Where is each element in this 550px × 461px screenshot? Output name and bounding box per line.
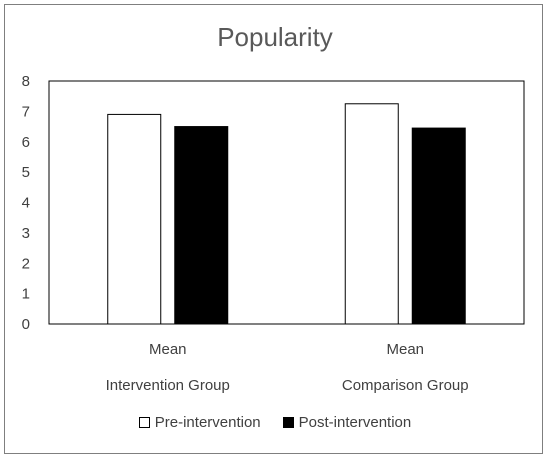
y-tick-label: 8: [22, 73, 30, 90]
category-label-line1: Mean: [386, 341, 424, 358]
category-label-line2: Intervention Group: [106, 377, 230, 394]
category-label-line2: Comparison Group: [342, 377, 469, 394]
legend-swatch-post: [282, 417, 294, 428]
bar: [174, 126, 229, 325]
y-tick-label: 3: [22, 225, 30, 242]
bar: [411, 127, 466, 325]
legend-label-post: Post-intervention: [298, 414, 412, 431]
bar: [344, 103, 399, 325]
plot-border: [48, 80, 525, 325]
bar: [107, 113, 162, 325]
legend-label-pre: Pre-intervention: [154, 414, 261, 431]
y-tick-label: 4: [22, 195, 30, 212]
y-tick-label: 0: [22, 316, 30, 333]
chart-title: Popularity: [217, 22, 333, 52]
legend: Pre-intervention Post-intervention: [0, 414, 550, 431]
legend-item-post: Post-intervention: [282, 414, 412, 431]
y-tick-label: 2: [22, 255, 30, 272]
legend-swatch-pre: [138, 417, 150, 428]
y-tick-label: 5: [22, 164, 30, 181]
y-tick-label: 7: [22, 103, 30, 120]
y-tick-label: 1: [22, 286, 30, 303]
category-label-line1: Mean: [149, 341, 187, 358]
legend-item-pre: Pre-intervention: [138, 414, 261, 431]
y-tick-label: 6: [22, 134, 30, 151]
